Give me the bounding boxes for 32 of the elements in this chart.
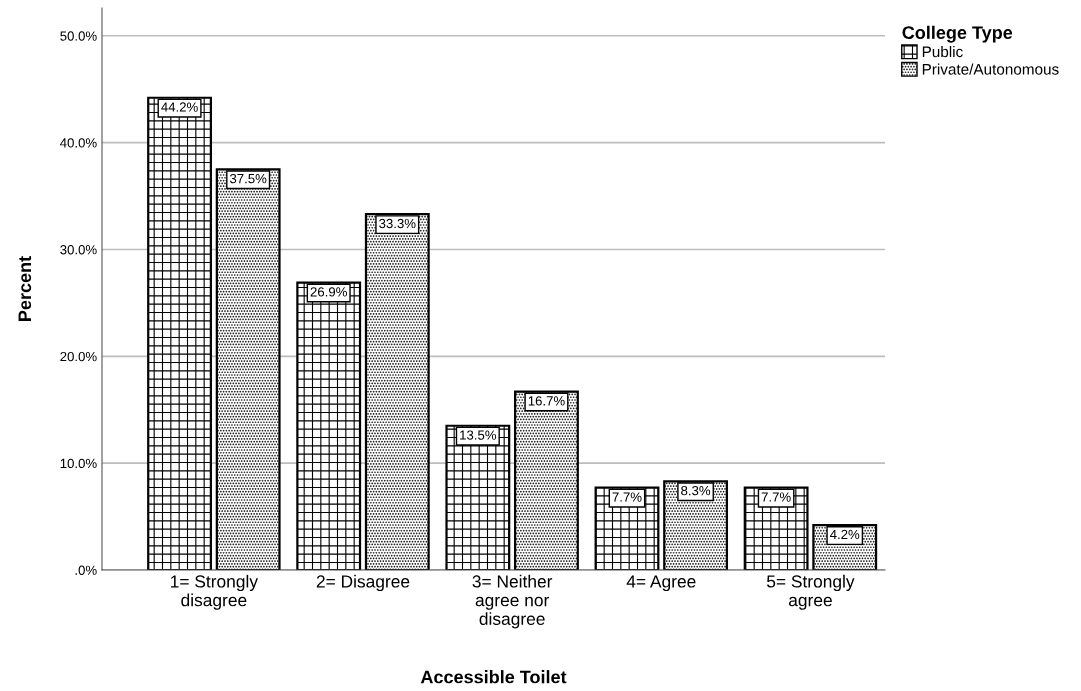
y-axis-title: Percent [18,256,32,321]
data-label: 33.3% [379,218,416,229]
y-tick-label: 20.0% [60,351,97,362]
data-label: 13.5% [460,430,497,440]
legend-label: Public [922,45,963,58]
x-tick-label: 5= Strongly agree [766,574,855,610]
data-label: 16.7% [528,396,565,406]
legend-title: College Type [902,25,1013,43]
data-label: 7.7% [612,492,642,502]
y-tick-label: .0% [75,565,97,575]
y-tick-label: 50.0% [60,31,97,41]
data-label: 44.2% [161,102,198,112]
bar [296,281,362,570]
y-tick-label: 10.0% [60,458,97,469]
legend-label: Private/Autonomous [922,63,1059,75]
data-label: 4.2% [830,529,860,540]
x-tick-label: 1= Strongly disagree [171,574,258,610]
bar [147,96,212,570]
bar [445,424,511,570]
data-label: 37.5% [229,173,267,184]
bar [364,213,430,570]
x-axis-title: Accessible Toilet [420,670,567,684]
y-tick-label: 40.0% [60,138,97,148]
data-label: 26.9% [310,287,347,297]
bar [215,168,281,570]
data-label: 8.3% [681,485,711,496]
x-tick-label: 4= Agree [626,575,696,592]
data-label: 7.7% [761,492,791,502]
y-tick-label: 30.0% [60,245,97,255]
bar [514,390,579,570]
x-tick-label: 2= Disagree [316,574,410,592]
x-tick-label: 3= Neither agree nor disagree [472,574,553,629]
